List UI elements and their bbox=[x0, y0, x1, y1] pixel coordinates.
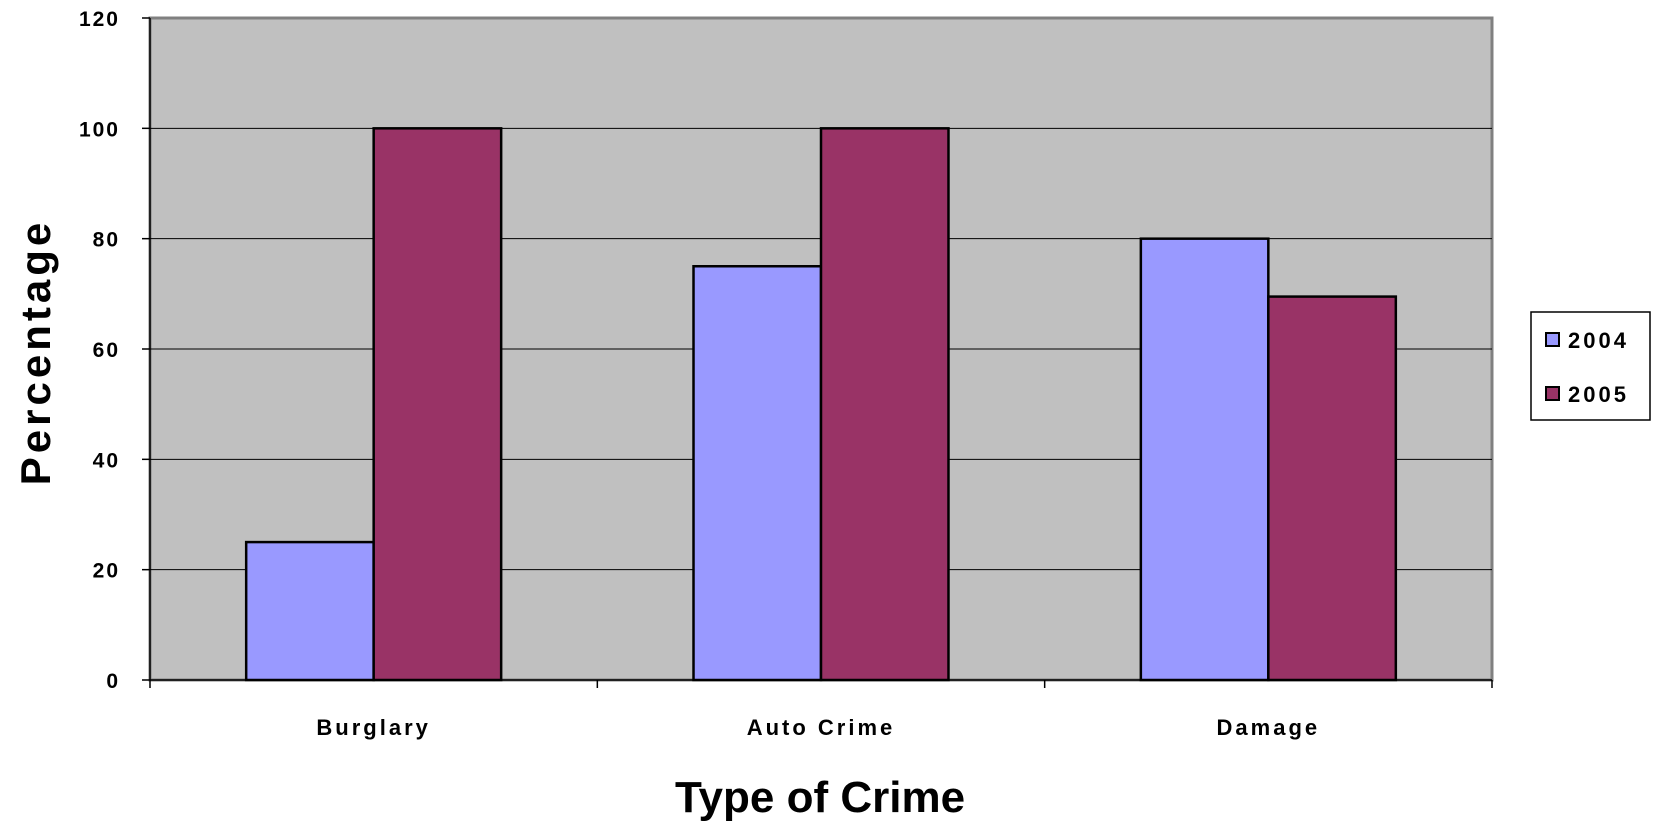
bar-2005-damage bbox=[1267, 295, 1398, 682]
bar-2005-burglary bbox=[372, 127, 503, 682]
y-tick-label: 120 bbox=[79, 8, 120, 31]
y-tick-labels: 0 20 40 60 80 100 120 bbox=[79, 8, 120, 693]
bars bbox=[244, 127, 1398, 682]
y-tick-label: 0 bbox=[106, 670, 120, 693]
y-tick-label: 100 bbox=[79, 118, 120, 141]
legend-box bbox=[1530, 311, 1651, 421]
x-tick-label: Auto Crime bbox=[747, 715, 896, 740]
x-tick-label: Damage bbox=[1217, 715, 1321, 740]
x-axis-title: Type of Crime bbox=[675, 773, 965, 822]
bar-2005-auto-crime bbox=[819, 127, 950, 682]
bar-2004-auto-crime bbox=[692, 265, 823, 682]
legend-swatch-2005 bbox=[1545, 386, 1560, 401]
axes bbox=[142, 17, 1493, 688]
legend-swatch-2004 bbox=[1545, 332, 1560, 347]
legend-label-2004: 2004 bbox=[1568, 328, 1629, 353]
bar-2004-damage bbox=[1139, 237, 1270, 682]
legend-label-2005: 2005 bbox=[1568, 382, 1629, 407]
x-tick-labels: Burglary Auto Crime Damage bbox=[316, 715, 1321, 740]
bar-2004-burglary bbox=[244, 540, 375, 682]
y-tick-label: 40 bbox=[93, 449, 120, 472]
y-axis-title: Percentage bbox=[12, 219, 59, 485]
y-tick-label: 80 bbox=[93, 229, 120, 252]
y-tick-label: 20 bbox=[93, 560, 120, 583]
y-tick-label: 60 bbox=[93, 339, 120, 362]
x-tick-label: Burglary bbox=[316, 715, 430, 740]
legend: 2004 2005 bbox=[1530, 311, 1651, 421]
